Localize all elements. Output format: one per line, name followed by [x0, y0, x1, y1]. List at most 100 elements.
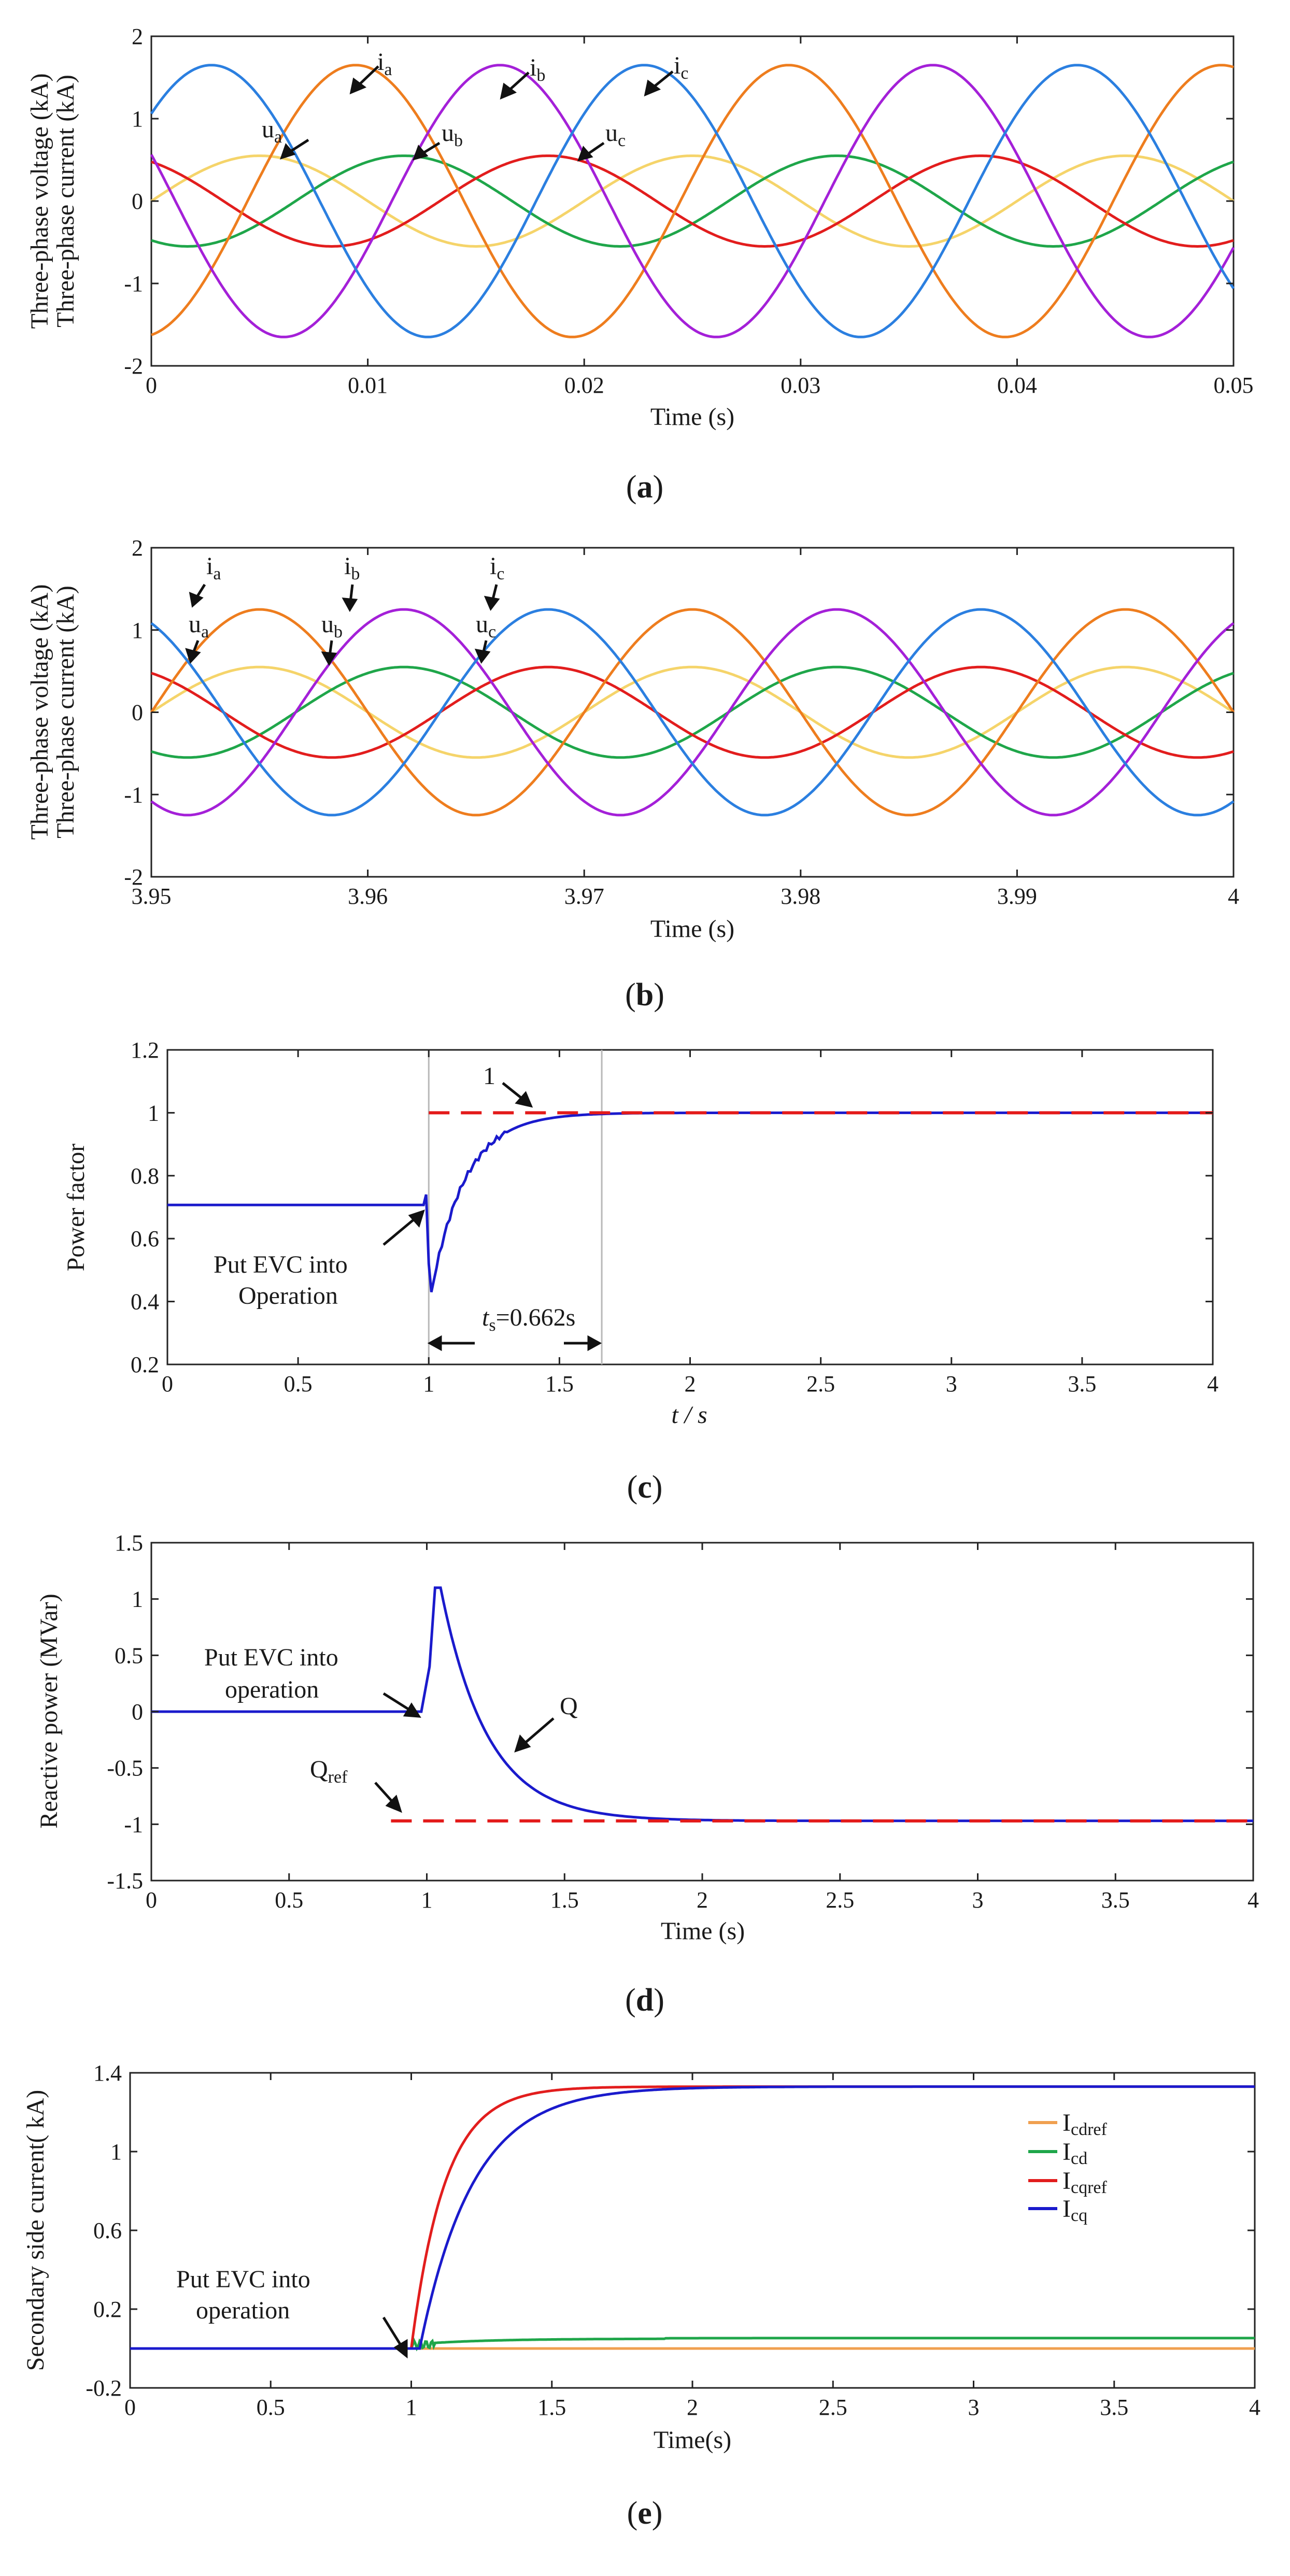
panel-e-content	[130, 2085, 1255, 2352]
xtick-label: 2.5	[826, 1887, 854, 1913]
xtick-label: 3	[968, 2395, 980, 2420]
xtick-label: 2	[697, 1887, 708, 1913]
xtick-label: 0.01	[348, 373, 388, 398]
ytick-label: 0	[132, 1699, 143, 1725]
xtick-label: 1.5	[545, 1371, 574, 1397]
annotation-c-line2: Operation	[238, 1282, 338, 1310]
arrowhead-ia	[349, 77, 367, 95]
ytick-label: -1	[124, 782, 143, 807]
label-ib-b: ib	[344, 552, 360, 583]
xtick-label: 3.99	[997, 884, 1037, 909]
annotation-d-line2: operation	[225, 1676, 319, 1703]
arrow-d-evc	[382, 1692, 413, 1713]
xtick-label: 4	[1228, 884, 1239, 909]
label-ia-b: ia	[206, 552, 221, 583]
series-ia	[150, 608, 1235, 817]
xtick-label: 0	[124, 2395, 136, 2420]
legend-label-icqref: Icqref	[1062, 2167, 1107, 2197]
ytick-label: 0.6	[131, 1226, 159, 1251]
xtick-label: 4	[1207, 1371, 1218, 1397]
xtick-label: 2	[687, 2395, 698, 2420]
label-d-qref: Qref	[310, 1756, 348, 1787]
arrow-d-qref	[374, 1782, 395, 1804]
ytick-label: -2	[124, 353, 143, 379]
ytick-label: 2	[132, 24, 143, 49]
panel-c-ylabel: Power factor	[62, 1144, 90, 1272]
ytick-label: 1	[132, 618, 143, 643]
ytick-label: 0	[132, 189, 143, 214]
xtick-label: 2	[685, 1371, 696, 1397]
panel-b-yticks: -2 -1 0 1 2	[124, 535, 1234, 890]
caption-c: (c)	[627, 1470, 663, 1505]
ytick-label: -1.5	[107, 1868, 143, 1894]
panel-e-xlabel: Time(s)	[654, 2426, 731, 2454]
xtick-label: 3.95	[132, 884, 172, 909]
panel-d-xlabel: Time (s)	[661, 1917, 745, 1945]
panel-c: 0 0.5 1 1.5 2 2.5 3 3.5 4 0.2 0.4 0.6 0.8 1 1.2 t / s…	[62, 1037, 1218, 1505]
xtick-label: 1	[421, 1887, 433, 1913]
arrowhead-e-evc	[393, 2339, 408, 2359]
ytick-label: 2	[132, 535, 143, 561]
label-c-ref: 1	[483, 1062, 495, 1090]
caption-d: (d)	[625, 1983, 664, 2018]
arrowhead-uc-b	[474, 648, 491, 664]
ytick-label: 0.4	[131, 1289, 159, 1315]
panel-a-ylabel-line2: Three-phase current (kA)	[52, 75, 79, 328]
arrowhead-ub-b	[321, 651, 337, 666]
legend-label-icdref: Icdref	[1062, 2109, 1107, 2139]
arrowhead-ub	[413, 145, 429, 161]
arrow-c-evc	[382, 1218, 416, 1246]
panel-b-ylabel-line1: Three-phase voltage (kA)	[26, 584, 53, 839]
xtick-label: 0.02	[564, 373, 604, 398]
arrowhead-d-qref	[385, 1795, 402, 1813]
panel-d-content	[151, 1586, 1253, 1823]
panel-a: 0 0.01 0.02 0.03 0.04 0.05 -2 -1 0 1 2 Time (s) T…	[26, 24, 1254, 505]
panel-b-xlabel: Time (s)	[650, 915, 734, 943]
annotation-e-line2: operation	[196, 2297, 290, 2324]
xtick-label: 1.5	[537, 2395, 566, 2420]
panel-c-xlabel: t / s	[671, 1401, 707, 1429]
panel-e-xticks: 0 0.5 1 1.5 2 2.5 3 3.5 4	[124, 2073, 1260, 2420]
xtick-label: 1	[423, 1371, 434, 1397]
xtick-label: 3.5	[1101, 1887, 1130, 1913]
panel-a-yticks: -2 -1 0 1 2	[124, 24, 1234, 379]
panel-d-yticks: -1.5 -1 -0.5 0 0.5 1 1.5	[107, 1530, 1253, 1894]
label-ub: ub	[442, 119, 463, 150]
series-ia	[151, 64, 1234, 338]
xtick-label: 3.98	[781, 884, 820, 909]
panel-c-yticks: 0.2 0.4 0.6 0.8 1 1.2	[131, 1037, 1213, 1377]
label-ua-b: ua	[189, 610, 209, 642]
series-Icq	[130, 2085, 1255, 2350]
label-ia: ia	[377, 48, 392, 79]
series-ua	[150, 154, 1235, 248]
xtick-label: 0.03	[781, 373, 820, 398]
arrowhead-d-evc	[403, 1702, 421, 1718]
annotation-e-line1: Put EVC into	[176, 2266, 310, 2293]
xtick-label: 0.04	[997, 373, 1037, 398]
panel-d-xticks: 0 0.5 1 1.5 2 2.5 3 3.5 4	[146, 1543, 1259, 1913]
arrowhead-uc	[577, 146, 593, 162]
xtick-label: 3	[946, 1371, 957, 1397]
xtick-label: 0	[146, 373, 157, 398]
caption-a: (a)	[626, 469, 663, 505]
series-ic	[150, 608, 1235, 817]
panel-c-content	[167, 1050, 1213, 1364]
xtick-label: 3.96	[348, 884, 388, 909]
panel-a-labels: ia ib ic ua ub uc	[262, 48, 688, 162]
xtick-label: 3.5	[1068, 1371, 1096, 1397]
panel-a-ylabel-line1: Three-phase voltage (kA)	[26, 73, 53, 329]
xtick-label: 1.5	[550, 1887, 579, 1913]
panel-c-frame	[166, 1049, 1214, 1365]
xtick-label: 3.97	[564, 884, 604, 909]
xtick-label: 1	[406, 2395, 417, 2420]
ytick-label: -0.2	[86, 2375, 122, 2401]
caption-b: (b)	[625, 977, 664, 1013]
ytick-label: 0.5	[115, 1643, 143, 1668]
panel-b-series	[150, 608, 1235, 817]
ytick-label: 1	[110, 2139, 122, 2165]
panel-e-legend: Icdref Icd Icqref Icq	[1028, 2109, 1107, 2225]
panel-e: 0 0.5 1 1.5 2 2.5 3 3.5 4 -0.2 0.2 0.6 1 1.4 Time(s)…	[22, 2060, 1260, 2531]
label-ic: ic	[674, 52, 688, 83]
xtick-label: 0.5	[284, 1371, 313, 1397]
